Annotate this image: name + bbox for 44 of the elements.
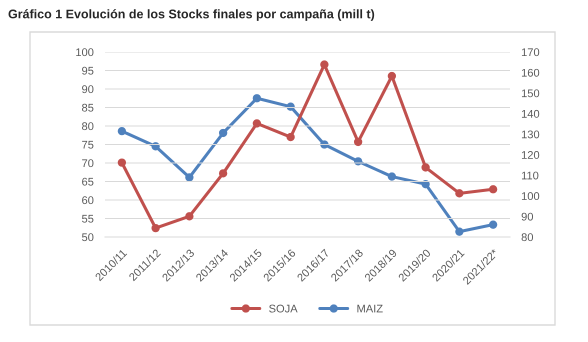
y2-tick-label: 120 <box>522 151 540 159</box>
point <box>118 126 126 136</box>
y-tick-label: 75 <box>82 140 94 149</box>
legend-label: SOJA <box>269 304 298 313</box>
y2-tick-label: 130 <box>522 130 540 138</box>
y2-tick-label: 150 <box>522 89 540 98</box>
point <box>455 227 464 236</box>
y-tick-label: 85 <box>82 104 94 112</box>
point <box>354 138 362 146</box>
point <box>218 169 228 178</box>
point <box>455 189 464 198</box>
point <box>388 72 396 80</box>
y-tick-label: 55 <box>82 214 94 223</box>
y2-tick-label: 80 <box>522 233 534 242</box>
point <box>252 119 262 128</box>
point <box>218 128 228 138</box>
point <box>118 158 126 167</box>
y2-tick-label: 140 <box>522 110 540 118</box>
y-tick-label: 100 <box>76 48 94 56</box>
point <box>252 94 262 102</box>
point <box>488 185 498 194</box>
point <box>185 173 194 182</box>
point <box>185 212 194 220</box>
point <box>320 60 329 69</box>
point <box>488 220 498 229</box>
legend-label: MAIZ <box>357 304 383 312</box>
point <box>286 132 295 142</box>
y2-tick-label: 170 <box>522 48 540 56</box>
y-tick-label: 95 <box>82 66 94 75</box>
y-tick-label: 50 <box>82 233 94 242</box>
point <box>421 180 430 188</box>
point <box>421 163 430 172</box>
point <box>151 224 160 232</box>
y-tick-label: 65 <box>82 178 94 186</box>
chart-title: Gráfico 1 Evolución de los Stocks finales por campaña (mill t) <box>8 9 374 21</box>
y2-tick-label: 110 <box>522 172 538 180</box>
y2-tick-label: 100 <box>522 192 540 200</box>
y2-tick-label: 90 <box>522 212 534 221</box>
y-tick-label: 70 <box>82 159 94 168</box>
y-tick-label: 90 <box>82 85 94 94</box>
point <box>388 172 396 181</box>
y-tick-label: 60 <box>82 196 94 204</box>
y2-tick-label: 160 <box>522 68 540 77</box>
y-tick-label: 80 <box>82 122 94 130</box>
